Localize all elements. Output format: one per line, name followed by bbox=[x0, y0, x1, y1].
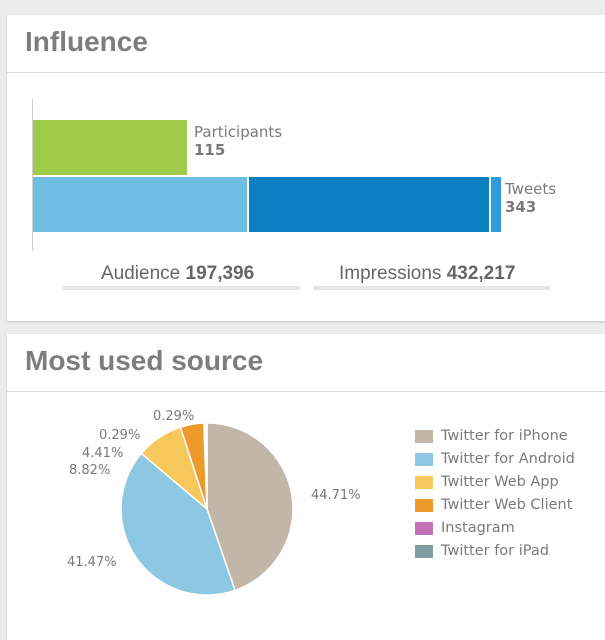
participants-label: Participants bbox=[194, 123, 283, 141]
legend-item[interactable]: Instagram bbox=[415, 518, 515, 538]
participants-bar bbox=[33, 120, 187, 175]
legend-item[interactable]: Twitter for iPhone bbox=[415, 426, 568, 446]
audience-underline bbox=[63, 286, 300, 290]
pie-label: 44.71% bbox=[311, 488, 361, 503]
pie-label: 4.41% bbox=[82, 446, 124, 461]
tweets-value: 343 bbox=[505, 198, 537, 216]
legend-swatch bbox=[415, 498, 433, 512]
legend-swatch bbox=[415, 452, 433, 466]
impressions-underline bbox=[313, 286, 550, 290]
participants-value: 115 bbox=[194, 141, 226, 159]
tweets-bar bbox=[491, 177, 501, 232]
tweets-label-group: Tweets 343 bbox=[505, 180, 556, 216]
legend-swatch bbox=[415, 544, 433, 558]
participants-label-group: Participants 115 bbox=[194, 123, 282, 159]
legend-item[interactable]: Twitter Web Client bbox=[415, 495, 572, 515]
impressions-bar bbox=[249, 177, 489, 232]
bar-divider bbox=[489, 177, 491, 232]
audience-label: Audience bbox=[101, 263, 181, 284]
impressions-value: 432,217 bbox=[446, 263, 516, 284]
audience-value: 197,396 bbox=[185, 263, 255, 284]
legend-label: Twitter Web Client bbox=[441, 497, 573, 513]
legend-label: Twitter for Android bbox=[441, 451, 575, 467]
pie-label: 41.47% bbox=[67, 555, 117, 570]
legend-item[interactable]: Twitter Web App bbox=[415, 472, 559, 492]
most-used-source-title: Most used source bbox=[7, 334, 605, 392]
pie-label: 8.82% bbox=[69, 463, 111, 478]
legend-label: Instagram bbox=[441, 520, 515, 536]
influence-title: Influence bbox=[7, 15, 605, 73]
legend-label: Twitter for iPhone bbox=[441, 428, 568, 444]
tweets-label: Tweets bbox=[505, 180, 557, 198]
pie-label: 0.29% bbox=[153, 409, 195, 424]
legend-item[interactable]: Twitter for Android bbox=[415, 449, 575, 469]
pie-slice-twitter-for-android bbox=[120, 452, 236, 596]
pie-label: 0.29% bbox=[99, 428, 141, 443]
most-used-source-card: Most used source 44.71% 41.47% 8.82% 4.41% 0… bbox=[7, 334, 605, 640]
pie-chart bbox=[120, 422, 294, 596]
bar-divider bbox=[247, 177, 249, 232]
audience-bar bbox=[33, 177, 247, 232]
pie-slice-twitter-for-iphone bbox=[206, 422, 294, 592]
legend-item[interactable]: Twitter for iPad bbox=[415, 541, 549, 561]
impressions-metric: Impressions 432,217 bbox=[339, 263, 515, 285]
pie-slice-twitter-for-ipad bbox=[204, 422, 208, 510]
legend-label: Twitter Web App bbox=[441, 474, 559, 490]
impressions-label: Impressions bbox=[339, 263, 442, 284]
influence-card: Influence Participants 115 Tweets 343 Au… bbox=[7, 15, 605, 321]
legend-swatch bbox=[415, 521, 433, 535]
legend-swatch bbox=[415, 429, 433, 443]
audience-metric: Audience 197,396 bbox=[101, 263, 254, 285]
legend-label: Twitter for iPad bbox=[441, 543, 549, 559]
chart-axis-line bbox=[32, 99, 33, 251]
legend-swatch bbox=[415, 475, 433, 489]
